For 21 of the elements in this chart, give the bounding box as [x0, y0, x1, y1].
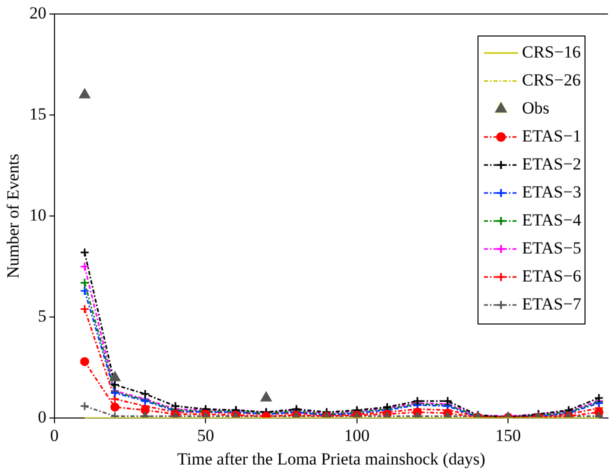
- x-tick-label: 0: [50, 426, 59, 445]
- x-axis-title: Time after the Loma Prieta mainshock (days): [177, 449, 486, 468]
- legend-label: ETAS−6: [522, 266, 582, 286]
- y-axis-title: Number of Events: [4, 154, 23, 278]
- y-tick-label: 15: [29, 104, 46, 124]
- legend-label: CRS−26: [522, 70, 581, 90]
- legend-label: ETAS−4: [522, 210, 582, 230]
- x-tick-label: 150: [495, 426, 521, 445]
- y-tick-label: 5: [38, 306, 46, 326]
- x-tick-label: 100: [344, 426, 370, 445]
- legend-label: ETAS−5: [522, 238, 582, 258]
- legend-label: ETAS−2: [522, 154, 582, 174]
- x-tick-label: 50: [197, 426, 214, 445]
- legend-label: ETAS−7: [522, 294, 582, 314]
- legend-label: Obs: [522, 98, 550, 118]
- legend-label: ETAS−3: [522, 182, 582, 202]
- y-tick-label: 10: [29, 206, 46, 225]
- y-tick-label: 0: [38, 408, 46, 427]
- y-tick-label: 20: [29, 3, 46, 22]
- legend-label: CRS−16: [522, 42, 581, 62]
- legend-label: ETAS−1: [522, 126, 582, 146]
